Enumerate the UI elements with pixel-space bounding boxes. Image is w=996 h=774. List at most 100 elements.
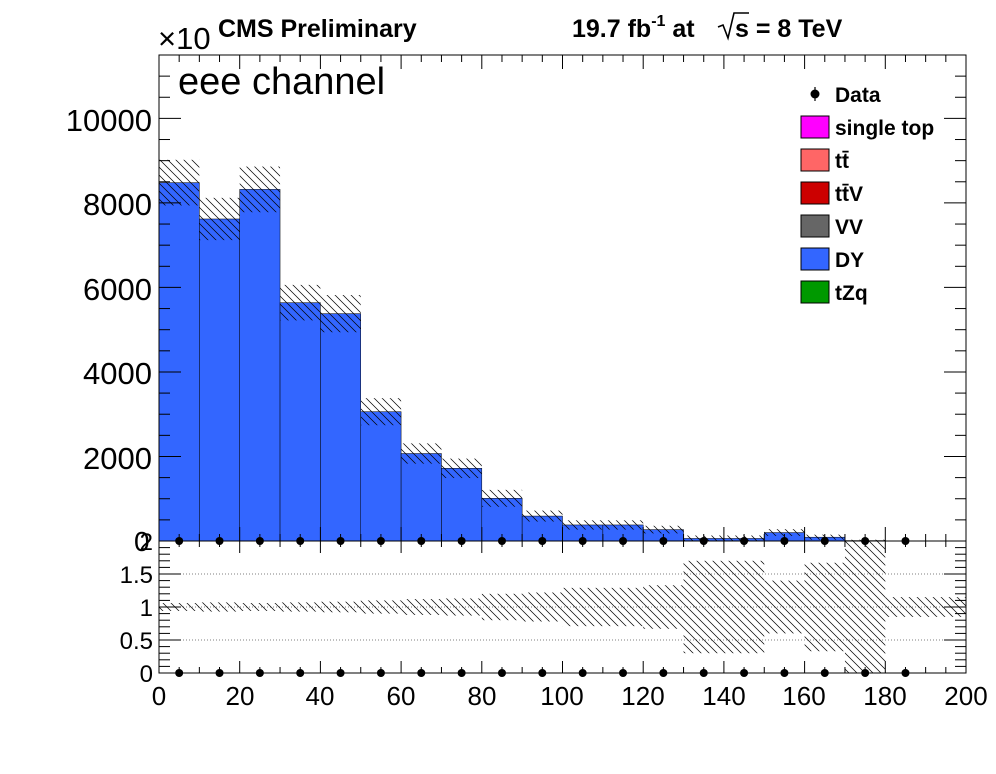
uncertainty-hatch [199,197,240,241]
uncertainty-hatch [522,510,563,522]
data-point [820,537,829,545]
data-points [175,537,910,677]
uncertainty-hatch [481,489,523,507]
ratio-data-point [296,669,305,677]
x-tick-label: 100 [540,681,583,711]
y-tick-label: 10000 [66,103,152,138]
data-point [175,537,184,545]
data-point [538,537,547,545]
data-point [497,537,506,545]
ratio-uncertainty-hatch [764,580,805,634]
energy-value: = 8 TeV [749,15,843,43]
legend-label: Data [835,84,881,107]
sqrt-s: s [735,15,749,43]
data-point [901,537,910,545]
data-point [780,537,789,545]
channel-label: eee channel [178,61,385,103]
histogram-bar [279,302,321,542]
y-tick-label: 4000 [83,356,152,391]
ratio-uncertainty-hatch [199,602,240,612]
data-point [578,537,587,545]
ratio-data-point [820,669,829,677]
ratio-data-point [417,669,426,677]
y-tick-label: 6000 [83,272,152,307]
data-point [861,537,870,545]
ratio-panel: 0 0.5 1 1.5 2 0 [120,526,967,688]
legend-swatch [800,247,830,271]
data-point [336,537,345,545]
legend-label: tt̄V [835,183,863,206]
legend-label: DY [835,249,864,272]
ratio-uncertainty-hatch [885,597,926,617]
legend-swatch [800,115,830,139]
ratio-uncertainty-hatch [844,541,886,673]
luminosity-label: 19.7 fb-1 at [572,13,695,43]
ratio-data-point [861,669,870,677]
uncertainty-hatch [239,166,281,213]
ratio-data-point [619,669,628,677]
upper-y-tick-labels: 2000 4000 6000 8000 10000 [66,103,152,476]
energy-label: s = 8 TeV [735,15,843,43]
data-point [699,537,708,545]
ratio-uncertainty-hatch [441,598,482,616]
sqrt-sign [717,12,749,41]
ratio-data-point [336,669,345,677]
ratio-uncertainty-hatch [320,601,361,613]
legend-marker [810,89,820,99]
legend-label: VV [835,216,863,239]
histogram-bar [199,218,240,542]
ratio-uncertainty-hatch [481,593,523,621]
data-point [296,537,305,545]
data-point [659,537,668,545]
lumi-value: 19.7 fb [572,15,651,43]
x-tick-label: 120 [621,681,664,711]
ratio-data-point [175,669,184,677]
legend-swatch [800,148,830,172]
ratio-data-point [497,669,506,677]
legend-label: tZq [835,282,868,305]
ratio-y-tick-label: 1 [140,595,153,622]
uncertainty-hatch [320,295,361,333]
legend-label: single top [835,117,934,140]
lumi-at: at [665,15,695,43]
dy-histogram [158,182,886,542]
x-tick-labels: 0 20 40 60 80 100 120 140 160 180 200 [152,681,988,711]
ratio-y-tick-label: 2 [140,529,153,556]
histogram-bar [441,468,483,542]
ratio-uncertainty-band [159,541,966,673]
ratio-data-point [578,669,587,677]
uncertainty-hatch [401,443,442,464]
x-tick-label: 0 [152,681,166,711]
ratio-uncertainty-hatch [360,600,402,614]
main-plot-panel: 2000 4000 6000 8000 10000 ×10 eee channe… [66,21,967,542]
legend-label: tt̄ [835,150,849,173]
ratio-data-point [901,669,910,677]
ratio-y-tick-labels: 0 0.5 1 1.5 2 [120,529,153,688]
legend: Data single top tt̄ tt̄V VV DY tZq [800,84,934,305]
x-tick-label: 60 [387,681,416,711]
mc-uncertainty-band [159,159,886,541]
data-point [619,537,628,545]
ratio-uncertainty-hatch [280,602,321,612]
ratio-data-point [376,669,385,677]
ratio-uncertainty-hatch [602,587,644,627]
data-point [376,537,385,545]
exponent-label: ×10 [158,21,211,56]
lumi-exponent: -1 [651,13,665,30]
ratio-uncertainty-hatch [683,560,724,654]
ratio-y-tick-label: 1.5 [120,562,153,589]
uncertainty-hatch [643,525,684,534]
histogram-bar [239,189,281,542]
ratio-uncertainty-hatch [522,592,563,622]
histogram-bar [400,453,442,542]
histogram-bar [320,313,361,542]
ratio-data-point [457,669,466,677]
legend-swatch [800,214,830,238]
ratio-data-point [659,669,668,677]
ratio-data-point [538,669,547,677]
ratio-uncertainty-hatch [723,560,765,654]
ratio-data-point [740,669,749,677]
uncertainty-hatch [280,284,321,321]
x-tick-label: 80 [468,681,497,711]
